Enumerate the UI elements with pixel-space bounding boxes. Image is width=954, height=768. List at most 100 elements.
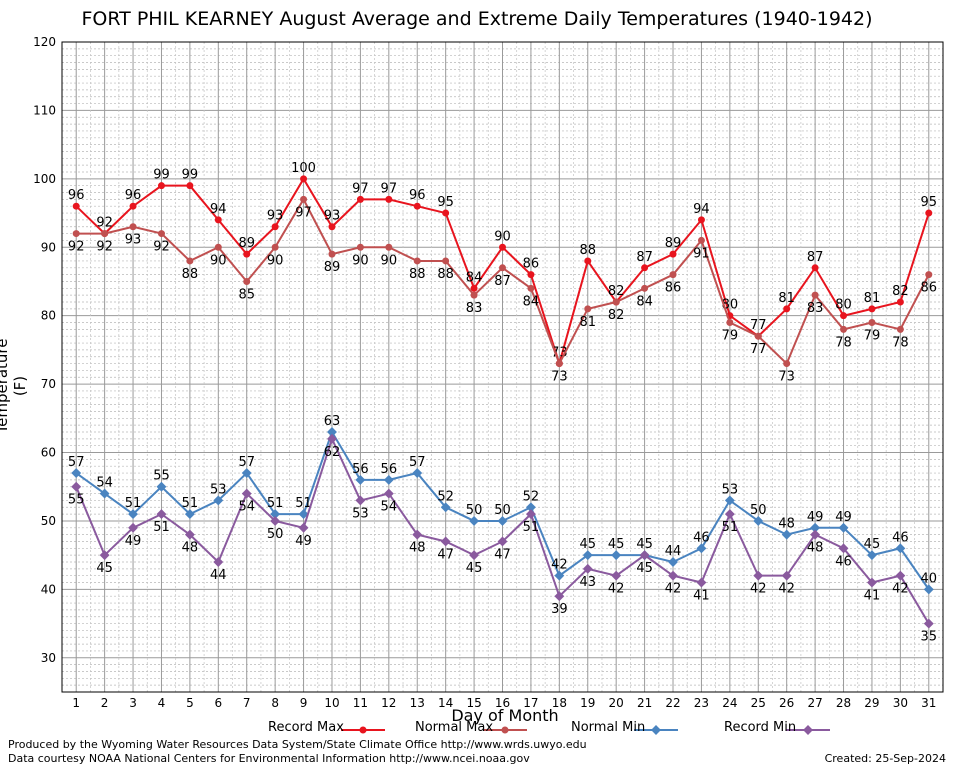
data-point <box>129 202 137 210</box>
data-point <box>868 305 876 313</box>
data-point <box>469 550 480 561</box>
x-tick-label: 13 <box>410 696 425 710</box>
data-label: 99 <box>182 168 199 183</box>
data-point <box>214 243 222 251</box>
data-label: 45 <box>96 561 113 576</box>
data-label: 87 <box>807 250 824 265</box>
data-label: 45 <box>636 537 653 552</box>
data-label: 41 <box>864 589 881 604</box>
x-tick-label: 28 <box>836 696 851 710</box>
y-tick-label: 90 <box>41 240 56 254</box>
data-label: 92 <box>153 240 170 255</box>
x-tick-label: 6 <box>214 696 222 710</box>
legend-swatch-marker <box>803 725 813 735</box>
data-label: 51 <box>523 520 540 535</box>
data-point <box>896 298 904 306</box>
x-tick-label: 17 <box>523 696 538 710</box>
x-tick-label: 18 <box>552 696 567 710</box>
data-label: 55 <box>153 469 170 484</box>
data-point <box>669 271 677 279</box>
data-point <box>270 515 281 526</box>
data-point <box>101 230 109 238</box>
data-point <box>923 584 934 595</box>
data-point <box>726 319 734 327</box>
data-label: 45 <box>636 561 653 576</box>
data-label: 99 <box>153 168 170 183</box>
plot-frame <box>61 41 944 693</box>
data-point <box>582 550 593 561</box>
data-point <box>440 536 451 547</box>
data-point <box>157 230 165 238</box>
data-point <box>783 360 791 368</box>
data-point <box>668 570 678 581</box>
x-tick-label: 1 <box>72 696 80 710</box>
data-point <box>241 488 252 499</box>
data-label: 41 <box>693 589 710 604</box>
data-point <box>327 433 337 444</box>
x-tick-label: 14 <box>438 696 453 710</box>
data-point <box>641 264 649 272</box>
data-point <box>298 522 309 533</box>
data-point <box>611 550 622 561</box>
data-label: 50 <box>267 527 284 542</box>
data-label: 78 <box>892 335 909 350</box>
legend-record-min: Record Min <box>724 720 797 735</box>
data-label: 48 <box>807 541 824 556</box>
data-point <box>214 216 222 224</box>
y-tick-label: 80 <box>41 309 56 323</box>
data-label: 94 <box>693 202 710 217</box>
data-label: 82 <box>892 284 909 299</box>
data-point <box>811 264 819 272</box>
data-label: 82 <box>608 308 625 323</box>
x-axis-label: Day of Month <box>451 706 559 725</box>
data-point <box>527 271 535 279</box>
data-label: 47 <box>494 547 511 562</box>
x-tick-label: 11 <box>353 696 368 710</box>
x-tick-label: 20 <box>609 696 624 710</box>
data-label: 45 <box>579 537 596 552</box>
data-point <box>327 427 337 437</box>
x-tick-label: 25 <box>751 696 766 710</box>
data-point <box>838 522 849 533</box>
y-tick-label: 60 <box>41 446 56 460</box>
data-label: 90 <box>381 253 398 268</box>
data-point <box>754 332 762 340</box>
data-point <box>72 230 80 238</box>
data-point <box>497 536 508 547</box>
data-point <box>385 195 393 203</box>
data-label: 48 <box>409 541 426 556</box>
data-point <box>442 257 450 265</box>
y-tick-label: 120 <box>33 35 56 49</box>
data-label: 44 <box>665 544 682 559</box>
data-point <box>241 468 252 479</box>
x-tick-label: 3 <box>129 696 137 710</box>
y-tick-label: 100 <box>33 172 56 186</box>
data-point <box>440 502 451 513</box>
data-label: 84 <box>636 294 653 309</box>
data-point <box>300 175 308 183</box>
data-point <box>584 305 592 313</box>
data-label: 42 <box>608 582 625 597</box>
data-label: 53 <box>352 506 369 521</box>
data-label: 77 <box>750 318 767 333</box>
data-point <box>356 195 364 203</box>
data-point <box>554 591 565 602</box>
data-label: 57 <box>238 455 255 470</box>
data-label: 42 <box>665 582 682 597</box>
y-tick-label: 70 <box>41 377 56 391</box>
data-label: 88 <box>437 267 454 282</box>
x-tick-label: 21 <box>637 696 652 710</box>
data-point <box>895 570 906 581</box>
legend-normal-min: Normal Min <box>571 720 646 735</box>
data-label: 95 <box>437 195 454 210</box>
data-label: 50 <box>750 503 767 518</box>
data-label: 51 <box>153 520 170 535</box>
data-label: 89 <box>324 260 341 275</box>
x-tick-label: 22 <box>665 696 680 710</box>
data-label: 90 <box>267 253 284 268</box>
data-label: 62 <box>324 445 341 460</box>
data-label: 46 <box>693 530 710 545</box>
data-point <box>412 468 423 479</box>
data-label: 88 <box>182 267 199 282</box>
data-label: 51 <box>267 496 284 511</box>
